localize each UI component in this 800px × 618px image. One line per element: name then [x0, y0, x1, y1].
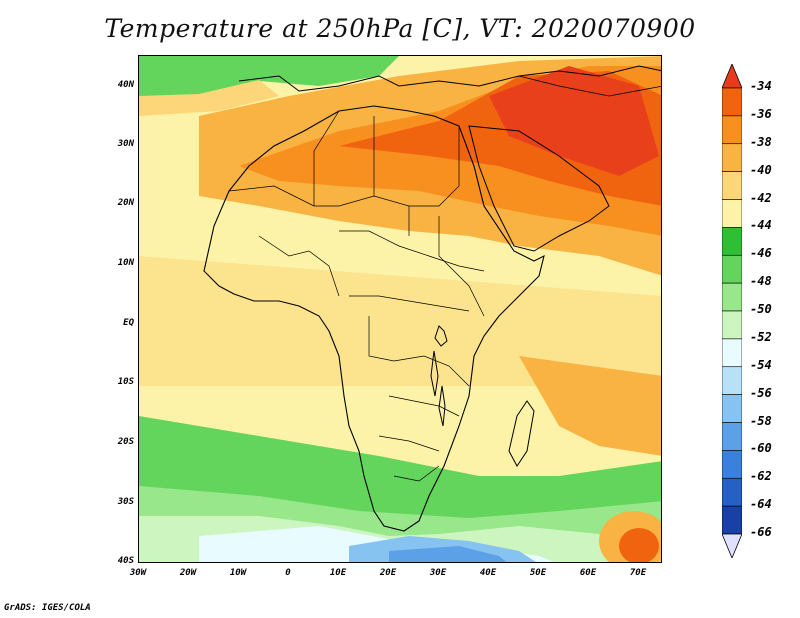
colorbar-label: -58: [750, 413, 772, 428]
europe-coastline: [238, 65, 661, 92]
arabia-outline: [468, 125, 610, 252]
colorbar-label: -36: [750, 106, 772, 121]
colorbar-swatch: [722, 282, 742, 312]
colorbar-swatch: [722, 227, 742, 256]
lon-tick-30w: 30W: [129, 568, 147, 578]
colorbar-label: -54: [750, 357, 772, 372]
lat-tick-30s: 30S: [117, 497, 134, 507]
lat-tick-40n: 40N: [117, 80, 134, 90]
colorbar-top-arrow: [722, 64, 742, 89]
southeast-warm-core: [619, 528, 659, 562]
colorbar-label: -44: [750, 218, 772, 233]
colorbar-label: -56: [750, 385, 772, 400]
asia-border: [518, 75, 661, 97]
colorbar-swatch: [722, 115, 742, 145]
lon-tick-10e: 10E: [329, 568, 347, 578]
colorbar-label: -66: [750, 525, 772, 539]
colorbar-label: -52: [750, 329, 772, 344]
lat-tick-20n: 20N: [117, 198, 134, 208]
colorbar-swatch: [722, 171, 742, 200]
madagascar-outline: [508, 400, 535, 467]
colorbar-label: -62: [750, 469, 772, 484]
colorbar-label: -34: [750, 79, 772, 93]
lon-tick-30e: 30E: [429, 568, 447, 578]
lat-tick-20s: 20S: [117, 437, 134, 447]
colorbar-label: -42: [750, 190, 772, 205]
coldest-core: [389, 546, 507, 562]
colorbar-label: -64: [750, 497, 772, 512]
country-borders: [228, 110, 485, 482]
colorbar-swatch: [722, 199, 742, 228]
southern-warm-tongue: [519, 356, 661, 456]
lat-tick-10s: 10S: [117, 377, 134, 387]
colorbar-swatch: [722, 338, 742, 368]
colorbar-swatch: [722, 450, 742, 479]
lon-tick-20w: 20W: [179, 568, 197, 578]
lat-tick-10n: 10N: [117, 258, 134, 268]
colorbar-swatch: [722, 254, 742, 284]
colorbar-swatch: [722, 143, 742, 172]
lon-tick-50e: 50E: [529, 568, 547, 578]
tropical-band: [139, 256, 661, 386]
lon-tick-0: 0: [285, 568, 291, 578]
grads-credit: GrADS: IGES/COLA: [4, 603, 91, 613]
lon-tick-40e: 40E: [479, 568, 497, 578]
lon-tick-70e: 70E: [629, 568, 647, 578]
colorbar-swatch: [722, 87, 742, 117]
lat-tick-eq: EQ: [123, 318, 134, 328]
lat-tick-40s: 40S: [117, 556, 134, 566]
north-band: [139, 80, 279, 116]
great-lakes: [430, 325, 448, 427]
colorbar-label: -50: [750, 302, 772, 316]
lat-tick-30n: 30N: [117, 139, 134, 149]
north-cold-region: [139, 56, 399, 101]
lon-tick-20e: 20E: [379, 568, 397, 578]
temperature-field: [139, 56, 661, 562]
colorbar-swatch: [722, 366, 742, 395]
colorbar: [722, 64, 742, 558]
colorbar-swatch: [722, 394, 742, 423]
colorbar-label: -40: [750, 162, 772, 177]
peak-region: [489, 66, 659, 176]
colorbar-label: -60: [750, 441, 772, 456]
colorbar-label: -48: [750, 274, 772, 289]
temperature-map: [138, 55, 662, 563]
lon-tick-60e: 60E: [579, 568, 597, 578]
colorbar-bottom-arrow: [722, 533, 742, 558]
colorbar-label: -46: [750, 246, 772, 261]
lon-tick-10w: 10W: [229, 568, 247, 578]
colorbar-swatch: [722, 505, 742, 535]
colorbar-label: -38: [750, 134, 772, 149]
map-title: Temperature at 250hPa [C], VT: 202007090…: [104, 14, 696, 43]
colorbar-swatch: [722, 477, 742, 507]
colorbar-swatch: [722, 310, 742, 340]
colorbar-swatch: [722, 422, 742, 451]
africa-outline: [203, 105, 545, 532]
